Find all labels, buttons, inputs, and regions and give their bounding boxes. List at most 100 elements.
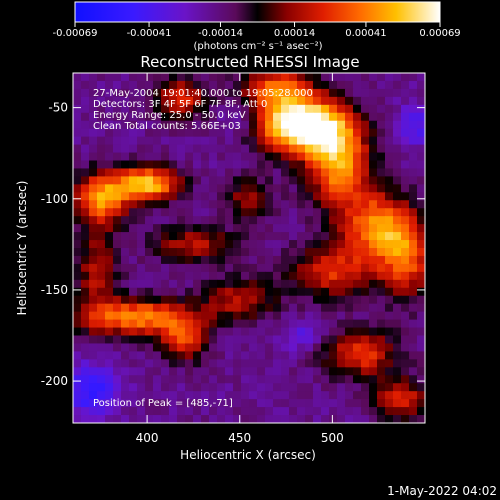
heatmap-cell [337,311,346,321]
heatmap-cell [249,351,258,360]
heatmap-cell [377,271,386,281]
heatmap-cell [281,271,290,281]
heatmap-cell [97,144,106,154]
heatmap-cell [385,128,394,138]
heatmap-cell [225,73,234,82]
heatmap-cell [217,311,226,321]
heatmap-cell [265,327,274,337]
heatmap-cell [289,184,298,193]
heatmap-cell [361,287,370,297]
heatmap-cell [161,248,170,257]
heatmap-cell [401,168,410,177]
heatmap-cell [393,263,402,273]
heatmap-cell [257,160,266,170]
heatmap-cell [169,136,178,146]
heatmap-cell [377,343,386,352]
heatmap-cell [97,311,106,321]
heatmap-cell [105,208,114,217]
heatmap-cell [297,160,306,170]
heatmap-cell [281,351,290,360]
heatmap-cell [233,73,242,82]
heatmap-cell [361,128,370,138]
heatmap-cell [329,343,338,352]
heatmap-cell [153,367,162,376]
heatmap-cell [145,192,154,201]
heatmap-cell [89,240,98,249]
heatmap-cell [241,343,250,352]
heatmap-cell [305,383,314,392]
heatmap-cell [185,391,194,400]
heatmap-cell [385,208,394,217]
heatmap-cell [281,311,290,321]
heatmap-cell [409,208,418,217]
heatmap-cell [409,168,418,177]
heatmap-cell [385,303,394,313]
heatmap-cell [137,160,146,170]
heatmap-cell [361,375,370,384]
heatmap-cell [209,200,218,209]
heatmap-cell [217,287,226,297]
heatmap-cell [401,407,410,416]
heatmap-cell [217,391,226,400]
heatmap-cell [145,144,154,154]
heatmap-cell [185,335,194,345]
heatmap-cell [241,367,250,376]
heatmap-cell [281,224,290,233]
heatmap-cell [97,176,106,185]
heatmap-cell [369,391,378,400]
heatmap-cell [281,88,290,98]
heatmap-cell [209,335,218,345]
heatmap-cell [105,144,114,154]
heatmap-cell [193,295,202,305]
heatmap-cell [409,319,418,329]
heatmap-cell [417,160,425,170]
heatmap-cell [89,216,98,225]
heatmap-cell [121,120,130,130]
heatmap-cell [417,144,425,154]
heatmap-cell [297,136,306,146]
heatmap-cell [385,136,394,146]
heatmap-cell [217,184,226,193]
heatmap-cell [169,248,178,257]
heatmap-cell [297,391,306,400]
y-tick-label: -100 [41,192,68,206]
heatmap-cell [137,407,146,416]
heatmap-cell [273,200,282,209]
heatmap-cell [409,112,418,122]
heatmap-cell [209,399,218,408]
heatmap-cell [281,327,290,337]
heatmap-cell [329,271,338,281]
heatmap-cell [377,319,386,329]
heatmap-cell [97,232,106,241]
heatmap-cell [209,73,218,82]
heatmap-cell [105,184,114,193]
heatmap-cell [361,311,370,321]
heatmap-cell [417,319,425,329]
heatmap-cell [249,287,258,297]
heatmap-cell [321,224,330,233]
heatmap-cell [113,375,122,384]
heatmap-cell [225,104,234,114]
heatmap-cell [313,192,322,201]
heatmap-cell [313,407,322,416]
heatmap-cell [361,200,370,209]
heatmap-cell [129,327,138,337]
annotation-peak-position: Position of Peak = [485,-71] [93,398,233,409]
heatmap-cell [377,407,386,416]
heatmap-cell [417,351,425,360]
heatmap-cell [137,200,146,209]
heatmap-cell [289,192,298,201]
heatmap-cell [129,152,138,162]
heatmap-cell [201,311,210,321]
heatmap-cell [145,216,154,225]
heatmap-cell [369,112,378,122]
heatmap-cell [193,176,202,185]
heatmap-cell [225,200,234,209]
heatmap-cell [265,112,274,122]
heatmap-cell [145,319,154,329]
heatmap-cell [281,319,290,329]
heatmap-cell [185,160,194,170]
heatmap-cell [297,216,306,225]
heatmap-cell [369,152,378,162]
heatmap-cell [209,120,218,130]
